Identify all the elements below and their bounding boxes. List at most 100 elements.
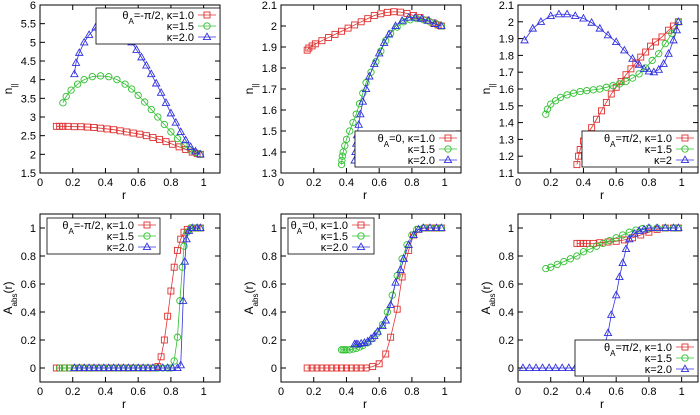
y-tick-label: 0.2	[262, 335, 277, 347]
text-part: θ	[62, 220, 68, 232]
data-point	[628, 74, 637, 82]
y-tick-label: 1.6	[499, 84, 514, 96]
data-point	[611, 290, 621, 299]
data-point	[426, 18, 434, 26]
data-point	[673, 17, 683, 25]
subscript: A	[610, 140, 616, 149]
data-point	[391, 21, 400, 30]
legend-label: κ=2.0	[645, 364, 672, 376]
data-point	[615, 272, 624, 281]
x-axis-label: r	[122, 188, 126, 202]
data-point	[602, 98, 610, 106]
data-point	[99, 363, 109, 372]
x-tick-label: 0	[37, 177, 43, 189]
data-point	[338, 152, 347, 160]
data-point	[156, 135, 163, 143]
data-point	[607, 90, 615, 98]
data-point	[664, 49, 673, 57]
data-point	[615, 80, 624, 88]
data-point	[598, 107, 605, 115]
data-point	[325, 34, 332, 41]
data-point	[167, 287, 175, 295]
data-point	[362, 364, 370, 372]
data-point	[129, 129, 137, 137]
y-tick-label: 1.5	[21, 168, 36, 180]
data-point	[349, 118, 357, 127]
y-tick-label: 1.9	[262, 42, 277, 54]
data-point	[544, 363, 554, 372]
legend-marker	[142, 242, 152, 251]
data-point	[170, 263, 178, 271]
y-tick-label: 1.8	[262, 63, 277, 75]
x-tick-label: 0.4	[339, 386, 354, 398]
data-point	[338, 156, 346, 165]
legend-marker	[143, 221, 151, 229]
data-point	[69, 363, 79, 372]
text-part: κ=1.5	[107, 231, 134, 243]
text-part: (r)	[242, 282, 256, 294]
data-point	[639, 224, 649, 233]
text-part: θ	[604, 342, 610, 354]
x-tick-label: 0	[278, 386, 284, 398]
data-point	[141, 98, 149, 106]
x-axis-label: r	[363, 397, 367, 410]
legend-marker	[202, 32, 212, 41]
data-point	[361, 84, 371, 93]
x-tick-label: 0.8	[641, 386, 656, 398]
data-point	[116, 127, 124, 135]
data-point	[178, 296, 188, 304]
data-point	[132, 45, 141, 53]
y-tick-label: 1.4	[262, 147, 277, 159]
subplot-1: 0 0.2 0.4 0.6 0.8 1 1.5 2 2.5 3 3.5 4 4.5 5 5.5 6 r n|| θA…	[1, 0, 221, 202]
data-point	[354, 119, 364, 128]
data-point	[377, 10, 385, 18]
y-tick-label: 0.4	[499, 307, 514, 319]
data-point	[592, 242, 601, 250]
text-part: =π/2, κ=1.0	[615, 133, 672, 145]
subplot-4: 0 0.2 0.4 0.6 0.8 100.20.40.60.81rAabs(r)θA=-…	[1, 213, 221, 411]
series-triangle	[350, 223, 446, 348]
data-point	[573, 161, 581, 169]
x-axis-label: r	[600, 188, 604, 202]
data-point	[119, 363, 128, 372]
text-part: =-π/2, κ=1.0	[74, 220, 134, 232]
data-point	[121, 80, 129, 88]
data-point	[156, 88, 166, 96]
data-point	[147, 105, 155, 114]
data-point	[166, 108, 176, 117]
text-part: (r)	[1, 282, 15, 294]
legend-label: θA=0, κ=1.0	[378, 133, 435, 149]
data-point	[136, 130, 144, 138]
data-point	[70, 123, 78, 131]
legend: θA=π/2, κ=1.0κ=1.5κ=2	[581, 130, 699, 168]
data-point	[575, 152, 582, 160]
data-point	[357, 18, 365, 26]
data-point	[352, 364, 360, 372]
x-tick-label: 0.8	[404, 177, 419, 189]
data-point	[547, 100, 555, 108]
x-tick-label: 1	[679, 177, 685, 189]
text-part: κ=2.0	[167, 32, 194, 44]
text-part: A	[479, 306, 493, 314]
data-point	[384, 29, 394, 38]
legend-marker	[444, 145, 452, 153]
data-point	[84, 363, 94, 372]
data-point	[104, 363, 114, 372]
series-line	[545, 21, 679, 115]
data-point	[673, 223, 683, 232]
data-point	[658, 33, 666, 41]
data-point	[97, 124, 104, 132]
x-tick-label: 0.4	[339, 177, 354, 189]
data-point	[88, 73, 97, 81]
data-point	[635, 70, 643, 78]
legend: θA=0, κ=1.0κ=1.5κ=2.0	[287, 217, 375, 255]
data-point	[648, 56, 656, 65]
data-point	[579, 13, 588, 22]
data-point	[338, 364, 345, 372]
data-point	[369, 363, 377, 371]
y-tick-label: 1.4	[499, 118, 514, 130]
data-point	[553, 260, 561, 269]
data-point	[148, 363, 158, 372]
text-part: κ=1.5	[645, 144, 672, 156]
